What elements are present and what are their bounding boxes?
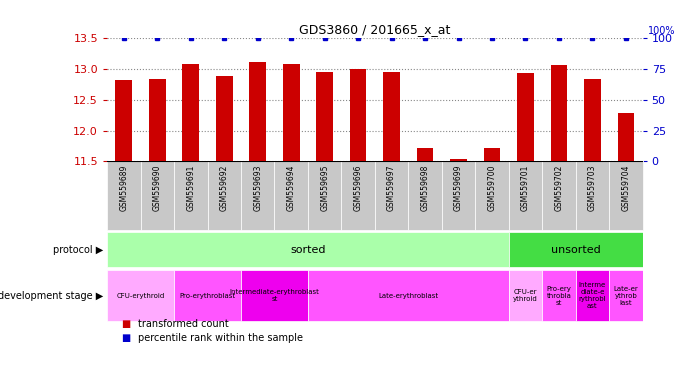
Bar (584, 79, 600, 161)
Text: Pro-ery
throbla
st: Pro-ery throbla st (547, 286, 571, 306)
FancyBboxPatch shape (341, 161, 375, 230)
FancyBboxPatch shape (375, 161, 408, 230)
Bar (450, 159, 467, 161)
FancyBboxPatch shape (576, 270, 609, 321)
FancyBboxPatch shape (107, 270, 174, 321)
Bar (249, 62, 266, 161)
Text: GSM559689: GSM559689 (120, 165, 129, 211)
FancyBboxPatch shape (475, 161, 509, 230)
FancyBboxPatch shape (542, 161, 576, 230)
Text: Interme
diate-e
rythrobl
ast: Interme diate-e rythrobl ast (578, 282, 606, 309)
Text: GSM559694: GSM559694 (287, 165, 296, 211)
FancyBboxPatch shape (241, 270, 308, 321)
Bar (216, 76, 233, 161)
Bar (384, 71, 400, 161)
Text: GSM559701: GSM559701 (521, 165, 530, 211)
FancyBboxPatch shape (107, 161, 140, 230)
Text: GSM559702: GSM559702 (554, 165, 563, 211)
Bar (517, 73, 534, 161)
FancyBboxPatch shape (107, 232, 509, 267)
FancyBboxPatch shape (609, 270, 643, 321)
Bar (283, 64, 300, 161)
FancyBboxPatch shape (241, 161, 274, 230)
Text: GSM559691: GSM559691 (187, 165, 196, 211)
Text: Pro-erythroblast: Pro-erythroblast (180, 293, 236, 299)
Bar (551, 65, 567, 161)
FancyBboxPatch shape (509, 232, 643, 267)
FancyBboxPatch shape (207, 161, 241, 230)
FancyBboxPatch shape (509, 161, 542, 230)
Text: GSM559699: GSM559699 (454, 165, 463, 211)
FancyBboxPatch shape (609, 161, 643, 230)
FancyBboxPatch shape (408, 161, 442, 230)
Text: CFU-er
ythroid: CFU-er ythroid (513, 289, 538, 302)
Text: GSM559704: GSM559704 (621, 165, 630, 211)
Text: Late-erythroblast: Late-erythroblast (378, 293, 438, 299)
Text: GSM559690: GSM559690 (153, 165, 162, 211)
FancyBboxPatch shape (442, 161, 475, 230)
Text: ■: ■ (121, 319, 130, 329)
Text: GSM559698: GSM559698 (421, 165, 430, 211)
FancyBboxPatch shape (509, 270, 542, 321)
Text: GSM559696: GSM559696 (354, 165, 363, 211)
Text: GSM559693: GSM559693 (253, 165, 262, 211)
FancyBboxPatch shape (274, 161, 308, 230)
Bar (484, 148, 500, 161)
Text: GSM559697: GSM559697 (387, 165, 396, 211)
FancyBboxPatch shape (576, 161, 609, 230)
FancyBboxPatch shape (140, 161, 174, 230)
Text: Intermediate-erythroblast
st: Intermediate-erythroblast st (229, 289, 319, 302)
Bar (350, 69, 366, 161)
Bar (618, 113, 634, 161)
FancyBboxPatch shape (542, 270, 576, 321)
Bar (115, 80, 132, 161)
Text: GSM559692: GSM559692 (220, 165, 229, 211)
Text: unsorted: unsorted (551, 245, 600, 255)
FancyBboxPatch shape (308, 270, 509, 321)
Bar (149, 79, 166, 161)
FancyBboxPatch shape (174, 161, 207, 230)
Text: percentile rank within the sample: percentile rank within the sample (138, 333, 303, 343)
Text: development stage ▶: development stage ▶ (0, 291, 104, 301)
Text: CFU-erythroid: CFU-erythroid (117, 293, 164, 299)
FancyBboxPatch shape (308, 161, 341, 230)
Title: GDS3860 / 201665_x_at: GDS3860 / 201665_x_at (299, 23, 451, 36)
Text: protocol ▶: protocol ▶ (53, 245, 104, 255)
Text: ■: ■ (121, 333, 130, 343)
Text: GSM559703: GSM559703 (588, 165, 597, 211)
Text: 100%: 100% (648, 26, 676, 36)
Text: GSM559700: GSM559700 (488, 165, 497, 211)
FancyBboxPatch shape (174, 270, 241, 321)
Text: sorted: sorted (290, 245, 325, 255)
Text: transformed count: transformed count (138, 319, 229, 329)
Bar (316, 71, 333, 161)
Text: GSM559695: GSM559695 (320, 165, 329, 211)
Bar (182, 64, 199, 161)
Bar (417, 148, 433, 161)
Text: Late-er
ythrob
last: Late-er ythrob last (614, 286, 638, 306)
